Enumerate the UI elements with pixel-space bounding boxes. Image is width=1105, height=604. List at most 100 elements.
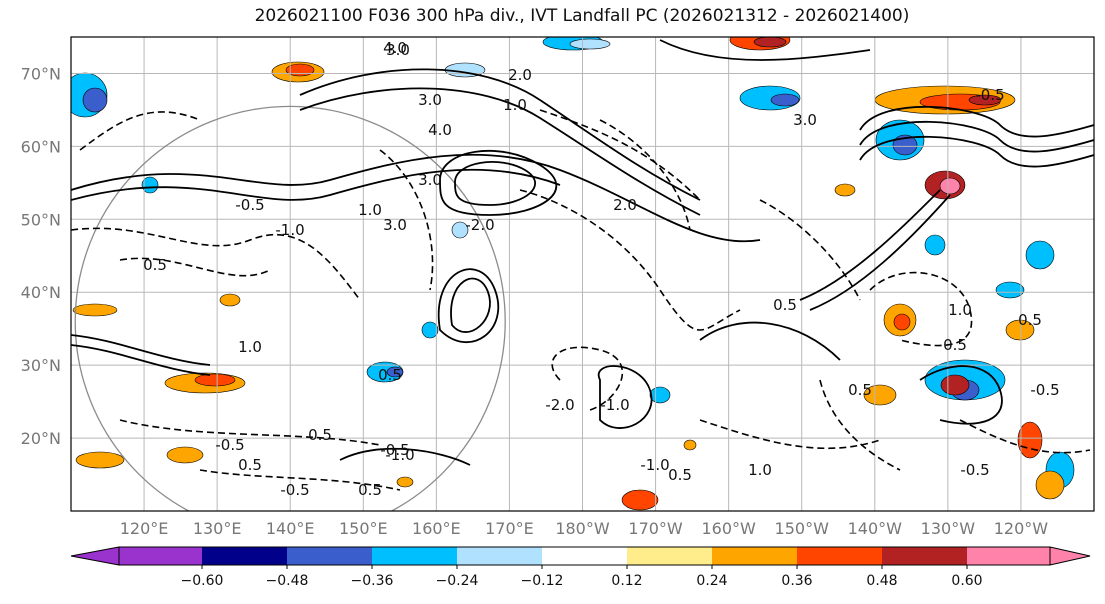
divergence-patch <box>834 183 856 197</box>
lon-tick-label: 160°W <box>701 519 756 538</box>
divergence-patch <box>1017 421 1043 459</box>
lat-tick-label: 40°N <box>21 283 61 302</box>
contour-label: 3.0 <box>418 91 442 109</box>
contour-label: -0.5 <box>1030 381 1059 399</box>
divergence-patch <box>1005 319 1035 341</box>
divergence-patch <box>683 439 697 451</box>
colorbar-segment <box>372 547 457 565</box>
contour-line <box>859 105 1094 138</box>
colorbar-segment <box>202 547 287 565</box>
divergence-patch <box>621 489 659 511</box>
divergence-patch <box>82 87 108 113</box>
colorbar-tick-label: −0.48 <box>266 573 309 589</box>
chart-title: 2026021100 F036 300 hPa div., IVT Landfa… <box>254 6 910 26</box>
colorbar: −0.60 −0.48 −0.36 −0.24 −0.12 0.12 0.24 0.36 0.4… <box>70 546 1091 589</box>
contour-label: 3.0 <box>793 111 817 129</box>
contour-label: 4.0 <box>383 39 407 57</box>
colorbar-tick-label: −0.24 <box>436 573 479 589</box>
contour-line <box>437 268 500 343</box>
lon-tick-label: 150°W <box>775 519 830 538</box>
lat-tick-label: 60°N <box>21 137 61 156</box>
contour-label: -0.5 <box>975 86 1004 104</box>
contour-line <box>71 168 561 201</box>
lat-tick-label: 20°N <box>21 429 61 448</box>
contour-label: 1.0 <box>503 96 527 114</box>
contour-line <box>299 68 701 201</box>
longitude-labels: 120°E 130°E 140°E 150°E 160°E 170°E 180°W 170°W… <box>120 519 1049 538</box>
lon-tick-label: 170°E <box>485 519 534 538</box>
divergence-patch <box>1035 470 1065 500</box>
contour-label: 1.0 <box>748 461 772 479</box>
divergence-patch <box>770 93 800 107</box>
colorbar-segment <box>542 547 627 565</box>
colorbar-tick-label: 0.60 <box>951 573 982 589</box>
contour-line-dashed <box>959 419 1091 454</box>
lat-tick-label: 50°N <box>21 210 61 229</box>
divergence-patch <box>451 221 469 239</box>
contour-label: 0.5 <box>848 381 872 399</box>
divergence-patch <box>940 374 970 396</box>
contour-label: -1.0 <box>600 396 629 414</box>
contour-label: -1.0 <box>385 446 414 464</box>
contour-label: 0.5 <box>773 296 797 314</box>
divergence-patch <box>72 303 118 317</box>
contour-label: 0.5 <box>143 256 167 274</box>
lat-tick-label: 70°N <box>21 64 61 83</box>
contour-line <box>71 153 761 243</box>
contour-line <box>299 87 701 216</box>
contour-line <box>597 365 653 429</box>
colorbar-extend-high <box>1049 546 1091 566</box>
lon-tick-label: 120°E <box>120 519 169 538</box>
colorbar-segment <box>967 547 1050 565</box>
divergence-patch <box>939 177 961 195</box>
colorbar-extend-low <box>70 546 120 566</box>
contour-line-dashed <box>199 469 401 491</box>
lat-tick-label: 30°N <box>21 356 61 375</box>
contour-label: 0.5 <box>358 481 382 499</box>
contour-label: 1.0 <box>948 301 972 319</box>
colorbar-segment <box>627 547 712 565</box>
contour-label: -2.0 <box>465 216 494 234</box>
contour-line-dashed <box>119 419 381 446</box>
graticule <box>71 37 1094 511</box>
contour-line-dashed <box>819 379 901 471</box>
contour-line-dashed <box>519 189 741 331</box>
lon-tick-label: 160°E <box>412 519 461 538</box>
contour-label: 3.0 <box>418 171 442 189</box>
lon-tick-label: 150°E <box>339 519 388 538</box>
divergence-patch <box>753 37 787 48</box>
contour-line-dashed <box>551 346 624 411</box>
divergence-patch <box>194 373 236 387</box>
colorbar-tick-label: −0.12 <box>521 573 564 589</box>
contour-line <box>339 447 471 466</box>
contour-label: 1.0 <box>358 201 382 219</box>
colorbar-segment <box>797 547 882 565</box>
contour-label: -0.5 <box>215 436 244 454</box>
contour-label: -0.5 <box>960 461 989 479</box>
contour-label: 0.5 <box>308 426 332 444</box>
colorbar-tick-label: 0.24 <box>696 573 727 589</box>
divergence-patch <box>166 446 204 464</box>
contour-line <box>71 334 211 366</box>
contour-label: -0.5 <box>235 196 264 214</box>
contour-label: 0.5 <box>668 466 692 484</box>
contour-line <box>454 161 536 206</box>
contour-label: -1.0 <box>640 456 669 474</box>
contour-label: 2.0 <box>613 196 637 214</box>
divergence-patch <box>995 281 1025 299</box>
map-frame <box>70 36 1095 512</box>
contour-line-dashed <box>119 257 271 277</box>
lon-tick-label: 140°W <box>848 519 903 538</box>
divergence-patch <box>968 94 1002 106</box>
lon-tick-label: 130°W <box>921 519 976 538</box>
divergence-patch <box>141 176 159 194</box>
contour-label: -0.5 <box>380 441 409 459</box>
lon-tick-label: 130°E <box>193 519 242 538</box>
latitude-labels: 70°N 60°N 50°N 40°N 30°N 20°N <box>21 64 61 448</box>
divergence-patch <box>893 313 911 331</box>
contour-line <box>699 321 841 361</box>
divergence-patch <box>421 321 439 339</box>
range-circle <box>74 105 506 511</box>
contour-label: 4.0 <box>428 121 452 139</box>
